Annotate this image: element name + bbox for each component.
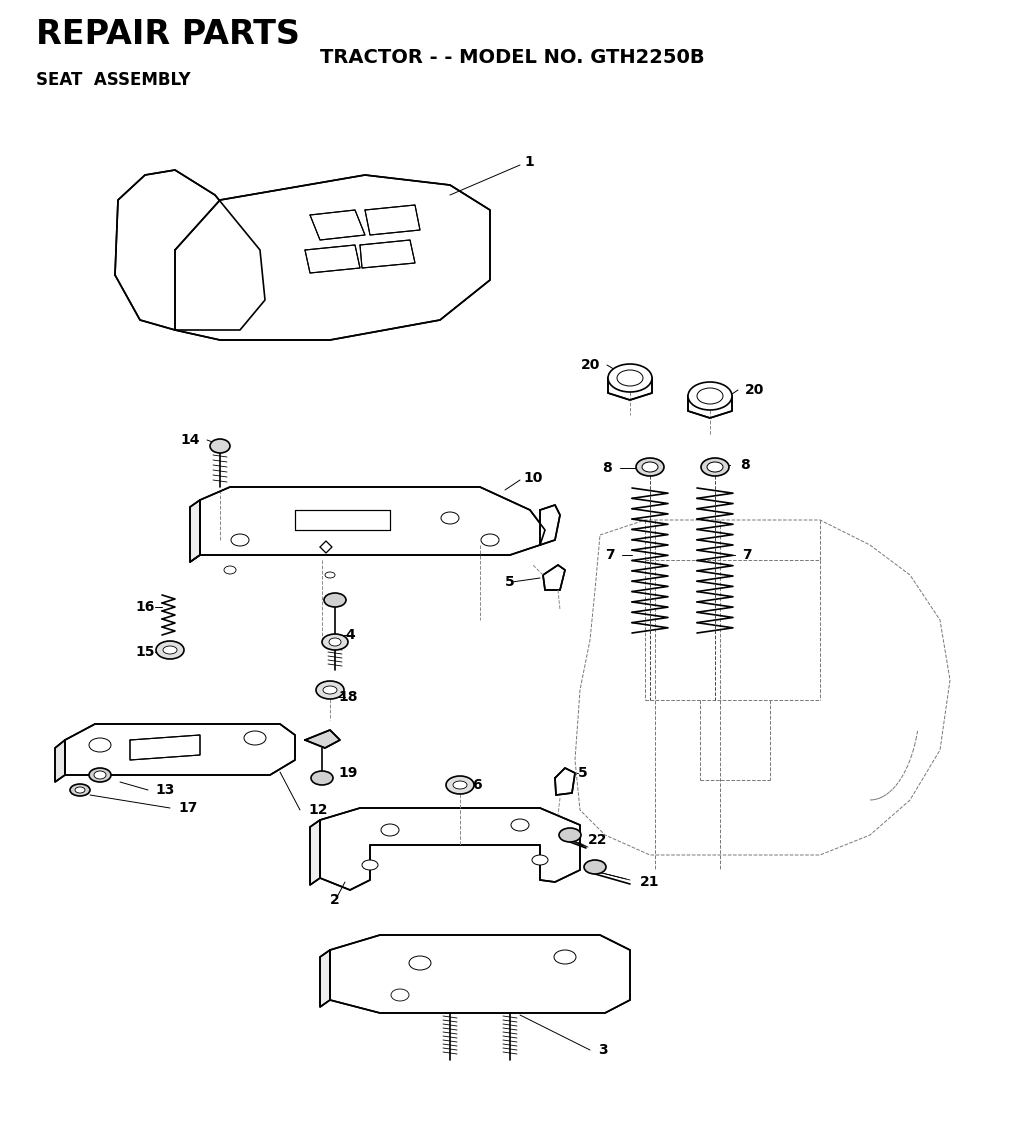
Polygon shape	[540, 505, 560, 545]
Ellipse shape	[210, 439, 230, 453]
Ellipse shape	[584, 860, 606, 874]
Polygon shape	[200, 487, 545, 555]
Ellipse shape	[311, 771, 333, 785]
Ellipse shape	[453, 781, 467, 789]
Polygon shape	[319, 950, 330, 1007]
Ellipse shape	[642, 462, 658, 472]
Ellipse shape	[636, 458, 664, 476]
Ellipse shape	[554, 950, 575, 964]
Ellipse shape	[231, 534, 249, 546]
Ellipse shape	[559, 828, 581, 842]
Text: 15: 15	[135, 645, 155, 659]
Ellipse shape	[94, 771, 106, 779]
Text: 7: 7	[605, 548, 615, 562]
Text: TRACTOR - - MODEL NO. GTH2250B: TRACTOR - - MODEL NO. GTH2250B	[319, 48, 705, 66]
Polygon shape	[319, 808, 580, 890]
Text: 21: 21	[640, 875, 659, 889]
Text: 20: 20	[745, 383, 764, 397]
Ellipse shape	[481, 534, 499, 546]
Text: 4: 4	[345, 628, 354, 642]
Polygon shape	[130, 734, 200, 760]
Text: 5: 5	[578, 766, 588, 780]
Text: REPAIR PARTS: REPAIR PARTS	[36, 18, 300, 50]
Text: 10: 10	[523, 471, 543, 485]
Ellipse shape	[324, 593, 346, 607]
Ellipse shape	[617, 370, 643, 386]
Ellipse shape	[409, 956, 431, 970]
Ellipse shape	[362, 860, 378, 869]
Ellipse shape	[329, 638, 341, 646]
Text: 5: 5	[505, 575, 515, 589]
Polygon shape	[115, 170, 265, 329]
Ellipse shape	[688, 382, 732, 410]
Ellipse shape	[322, 634, 348, 650]
Polygon shape	[295, 510, 390, 530]
Text: 18: 18	[338, 690, 357, 704]
Text: 1: 1	[524, 154, 534, 169]
Ellipse shape	[156, 641, 184, 659]
Polygon shape	[310, 210, 365, 240]
Ellipse shape	[532, 855, 548, 865]
Ellipse shape	[441, 513, 459, 524]
Polygon shape	[175, 175, 490, 340]
Ellipse shape	[75, 787, 85, 793]
Ellipse shape	[391, 990, 409, 1001]
Text: 8: 8	[740, 458, 750, 472]
Ellipse shape	[697, 388, 723, 404]
Text: 6: 6	[472, 778, 481, 792]
Polygon shape	[555, 768, 575, 795]
Text: 8: 8	[602, 461, 612, 475]
Polygon shape	[543, 565, 565, 590]
Ellipse shape	[163, 646, 177, 654]
Polygon shape	[688, 396, 732, 418]
Text: 2: 2	[330, 893, 340, 907]
Ellipse shape	[325, 572, 335, 578]
Ellipse shape	[323, 686, 337, 694]
Ellipse shape	[707, 462, 723, 472]
Ellipse shape	[381, 824, 399, 836]
Text: 19: 19	[338, 766, 357, 780]
Polygon shape	[310, 820, 319, 885]
Ellipse shape	[89, 738, 111, 752]
Ellipse shape	[608, 364, 652, 392]
Polygon shape	[55, 740, 65, 782]
Text: 22: 22	[588, 833, 607, 847]
Polygon shape	[608, 378, 652, 400]
Text: 7: 7	[742, 548, 752, 562]
Polygon shape	[319, 541, 332, 553]
Ellipse shape	[89, 768, 111, 782]
Text: SEAT  ASSEMBLY: SEAT ASSEMBLY	[36, 71, 190, 89]
Text: 12: 12	[308, 803, 328, 817]
Text: 16: 16	[135, 599, 155, 614]
Text: 17: 17	[178, 801, 198, 815]
Polygon shape	[65, 724, 295, 774]
Ellipse shape	[244, 731, 266, 745]
Text: 20: 20	[581, 358, 600, 372]
Ellipse shape	[70, 784, 90, 796]
Ellipse shape	[316, 681, 344, 699]
Polygon shape	[365, 205, 420, 235]
Ellipse shape	[224, 566, 236, 574]
Polygon shape	[305, 245, 360, 273]
Text: 13: 13	[155, 782, 174, 797]
Ellipse shape	[511, 819, 529, 831]
Ellipse shape	[446, 776, 474, 794]
Text: 14: 14	[180, 432, 200, 447]
Text: 3: 3	[598, 1043, 607, 1057]
Polygon shape	[305, 730, 340, 748]
Polygon shape	[330, 935, 630, 1012]
Polygon shape	[360, 240, 415, 268]
Ellipse shape	[701, 458, 729, 476]
Polygon shape	[190, 500, 200, 562]
